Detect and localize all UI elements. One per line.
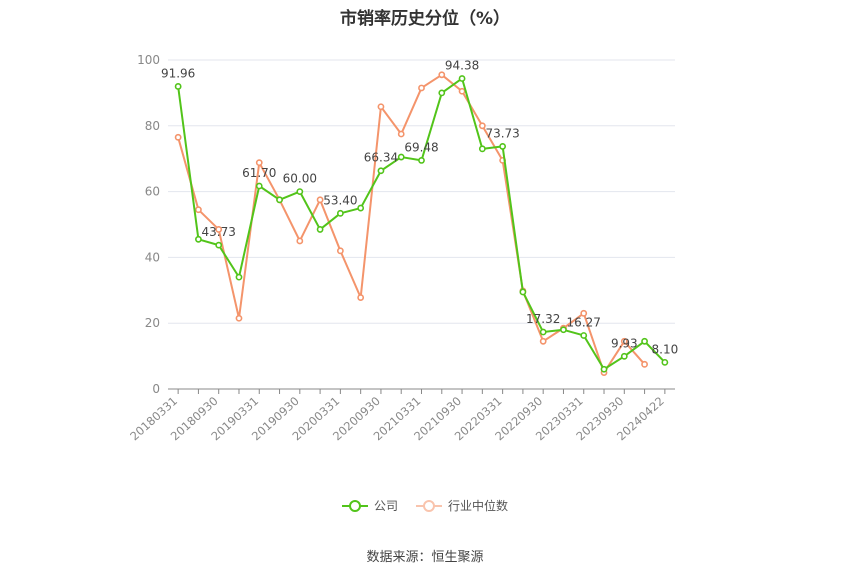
data-point-industry-median [458, 87, 466, 95]
data-label: 91.96 [161, 66, 195, 80]
data-point-company [296, 188, 304, 195]
data-label: 53.40 [323, 193, 357, 207]
data-point-industry-median [235, 314, 243, 322]
y-tick-label: 80 [145, 119, 160, 133]
data-label: 94.38 [445, 58, 479, 72]
data-point-industry-median [377, 103, 385, 111]
y-tick-label: 100 [137, 53, 160, 67]
legend-line-icon [416, 499, 442, 513]
data-point-industry-median [438, 71, 446, 79]
chart-title: 市销率历史分位（%） [339, 9, 511, 29]
data-point-industry-median [336, 247, 344, 255]
data-point-company [580, 332, 588, 339]
data-point-industry-median [215, 226, 223, 233]
data-point-company [215, 241, 223, 249]
data-point-company [458, 75, 466, 82]
data-point-company [174, 83, 182, 90]
legend-label-industry-median: 行业中位数 [448, 499, 509, 513]
series-lines [174, 71, 669, 376]
data-point-industry-median [357, 294, 365, 301]
data-point-industry-median [255, 159, 263, 167]
data-point-industry-median [316, 196, 324, 204]
y-tick-label: 40 [145, 250, 160, 264]
data-point-company [661, 358, 669, 366]
data-point-company [357, 204, 365, 212]
legend-label-company: 公司 [373, 499, 398, 513]
legend-item-company[interactable]: 公司 [341, 497, 398, 514]
y-tick-label: 60 [145, 185, 160, 199]
data-point-company [397, 153, 405, 161]
data-label: 16.27 [567, 315, 601, 329]
data-point-industry-median [478, 122, 486, 130]
data-point-company [438, 89, 446, 97]
data-label: 73.73 [485, 126, 519, 140]
data-point-company [539, 328, 547, 336]
data-point-industry-median [641, 360, 648, 368]
data-point-company [620, 352, 628, 360]
data-label: 61.70 [242, 166, 276, 180]
data-label: 43.73 [202, 225, 236, 239]
data-point-company [255, 182, 263, 190]
data-point-industry-median [580, 309, 588, 317]
y-tick-label: 0 [152, 382, 160, 396]
legend: 公司 行业中位数 [0, 497, 850, 514]
data-label: 66.34 [364, 151, 398, 165]
data-point-company [560, 326, 567, 334]
data-point-company [276, 196, 283, 204]
data-point-company [478, 145, 486, 153]
data-point-industry-median [174, 133, 182, 141]
grid-lines [168, 59, 675, 324]
axes: 0204060801002018033120180930201903312019… [127, 53, 675, 443]
data-label: 60.00 [283, 172, 317, 186]
data-point-company [499, 143, 507, 150]
series-line-industry-median [177, 73, 646, 374]
data-point-company [195, 235, 202, 243]
data-point-company [600, 365, 608, 373]
data-point-company [418, 157, 425, 164]
data-label: 69.48 [404, 140, 438, 154]
data-point-company [235, 273, 243, 281]
data-point-industry-median [418, 84, 425, 92]
data-labels: 91.96 43.73 61.70 60.00 53.40 66.34 69.48 94.38… [161, 58, 678, 356]
data-label: 9.93 [611, 336, 638, 350]
data-point-industry-median [620, 337, 628, 345]
data-point-industry-median [195, 206, 202, 214]
data-source-note: 数据来源：恒生聚源 [366, 550, 484, 565]
data-point-company [377, 167, 385, 175]
data-point-company [316, 226, 324, 233]
data-point-industry-median [539, 337, 547, 345]
data-label: 17.32 [526, 312, 560, 326]
data-point-company [336, 209, 344, 217]
legend-item-industry-median[interactable]: 行业中位数 [416, 497, 508, 514]
y-tick-label: 20 [145, 316, 160, 330]
data-label: 8.10 [652, 342, 679, 356]
legend-line-icon [341, 499, 368, 513]
data-point-company [519, 288, 527, 296]
data-point-company [641, 337, 648, 345]
data-point-industry-median [296, 237, 304, 245]
data-point-industry-median [397, 130, 405, 138]
